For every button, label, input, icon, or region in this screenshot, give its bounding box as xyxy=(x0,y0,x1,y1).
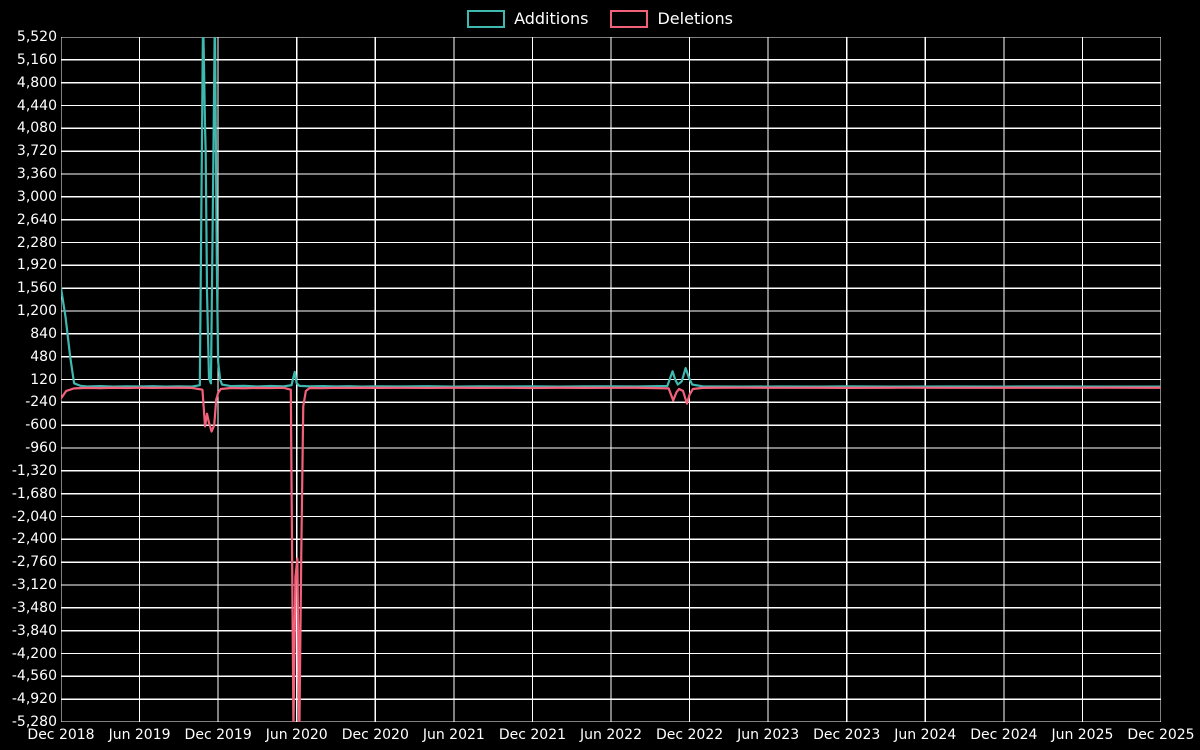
y-tick-label: -3,840 xyxy=(11,622,57,639)
x-tick-label: Jun 2019 xyxy=(108,727,171,743)
x-tick-label: Jun 2020 xyxy=(265,727,328,743)
y-tick-label: 2,640 xyxy=(16,211,57,228)
plot-area xyxy=(61,37,1161,722)
x-tick-label: Jun 2025 xyxy=(1051,727,1114,743)
y-tick-label: 4,080 xyxy=(16,120,57,137)
legend-entry-additions[interactable]: Additions xyxy=(467,9,588,28)
x-tick-label: Dec 2018 xyxy=(27,727,95,743)
x-axis: Dec 2018 Jun 2019 Dec 2019 Jun 2020 Dec 2020… xyxy=(0,726,1200,750)
x-tick-label: Dec 2024 xyxy=(970,727,1038,743)
y-axis: 5,520 5,160 4,800 4,440 4,080 3,720 3,360 3,000… xyxy=(0,30,57,729)
y-tick-label: 5,520 xyxy=(16,29,57,45)
x-tick-label: Jun 2022 xyxy=(580,727,642,743)
series-lines xyxy=(61,37,1161,722)
y-tick-label: -1,680 xyxy=(11,485,57,502)
x-tick-label: Dec 2025 xyxy=(1127,727,1195,743)
y-tick-label: -4,560 xyxy=(11,668,57,685)
x-tick-label: Dec 2019 xyxy=(184,727,252,743)
plot-svg xyxy=(61,37,1161,722)
y-tick-label: -5,280 xyxy=(11,714,57,730)
y-tick-label: 840 xyxy=(30,325,57,342)
legend-entry-deletions[interactable]: Deletions xyxy=(610,9,733,28)
y-tick-label: -1,320 xyxy=(11,462,57,479)
legend-swatch-deletions-icon xyxy=(610,9,649,28)
y-tick-label: 120 xyxy=(30,371,57,388)
y-tick-label: -240 xyxy=(25,394,57,411)
y-tick-label: 480 xyxy=(30,348,57,365)
grid-lines xyxy=(61,37,1161,722)
series-line-additions xyxy=(61,37,1161,388)
x-tick-label: Dec 2021 xyxy=(498,727,567,743)
legend-label-additions: Additions xyxy=(514,9,589,28)
y-tick-label: -4,200 xyxy=(11,645,57,662)
y-tick-label: 3,360 xyxy=(16,166,57,182)
y-tick-label: 4,440 xyxy=(16,97,57,114)
y-tick-label: -2,400 xyxy=(11,531,57,548)
y-tick-label: -2,760 xyxy=(11,554,57,571)
y-tick-label: -4,920 xyxy=(11,691,57,708)
y-tick-label: 5,160 xyxy=(16,51,57,68)
y-tick-label: 3,000 xyxy=(16,188,57,205)
x-tick-label: Dec 2023 xyxy=(813,727,881,743)
x-tick-label: Dec 2020 xyxy=(341,727,409,743)
y-tick-label: 1,200 xyxy=(16,303,57,319)
legend-swatch-additions-icon xyxy=(467,9,506,28)
y-tick-label: -3,120 xyxy=(11,577,57,593)
y-tick-label: 2,280 xyxy=(16,234,57,251)
legend-label-deletions: Deletions xyxy=(657,9,733,28)
y-tick-label: -960 xyxy=(25,440,57,456)
y-tick-label: 4,800 xyxy=(16,74,57,91)
series-line-deletions xyxy=(61,386,1161,722)
x-tick-label: Jun 2024 xyxy=(894,727,957,743)
chart-legend: Additions Deletions xyxy=(0,0,1200,37)
y-tick-label: 1,560 xyxy=(16,280,57,297)
y-tick-label: 3,720 xyxy=(16,143,57,160)
y-tick-label: -600 xyxy=(25,417,57,434)
y-tick-label: -3,480 xyxy=(11,599,57,616)
x-tick-label: Jun 2023 xyxy=(737,727,800,743)
x-tick-label: Dec 2022 xyxy=(655,727,724,743)
y-tick-label: 1,920 xyxy=(16,257,57,274)
y-tick-label: -2,040 xyxy=(11,508,57,525)
x-tick-label: Jun 2021 xyxy=(422,727,485,743)
